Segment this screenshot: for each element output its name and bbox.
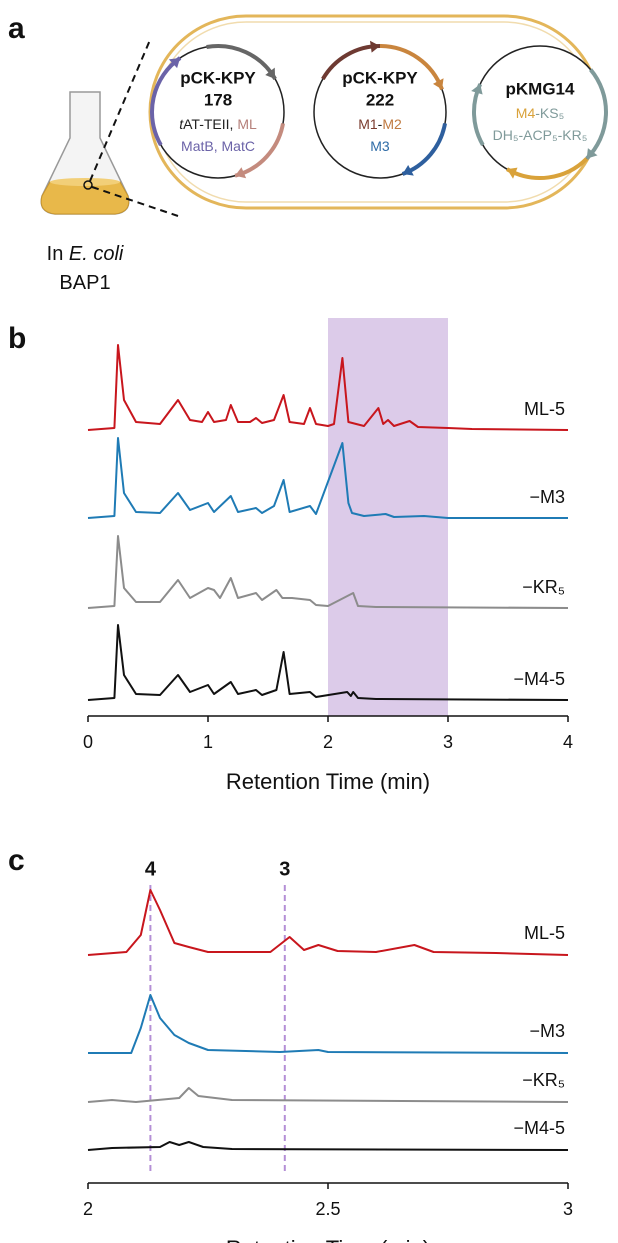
trace xyxy=(87,624,569,701)
legend-entry: −M4-5 xyxy=(513,1118,565,1138)
x-tick-label: 2.5 xyxy=(315,1199,340,1219)
x-tick-label: 1 xyxy=(203,732,213,752)
gene-list: M1-M2 xyxy=(358,116,402,132)
marker-label: 4 xyxy=(145,858,157,880)
legend-entry: ML-5 xyxy=(524,923,565,943)
gene-list: M4-KS₅ xyxy=(516,105,564,121)
arrow-head xyxy=(369,40,380,53)
gene-list: MatB, MatC xyxy=(181,138,255,154)
arrow-head xyxy=(168,57,181,69)
panel-label: c xyxy=(8,844,25,877)
text-part: M1 xyxy=(358,116,378,132)
trace xyxy=(87,535,569,609)
zoom-line xyxy=(91,186,179,217)
marker-label: 3 xyxy=(279,858,290,880)
text-part: t xyxy=(179,116,184,132)
plasmid-name: 178 xyxy=(204,90,232,109)
text-part: M2 xyxy=(382,116,402,132)
zoom-line xyxy=(89,39,151,182)
text-part: In xyxy=(47,243,69,265)
text-part: -KS₅ xyxy=(535,105,564,121)
gene-arc xyxy=(585,68,608,161)
panel-a xyxy=(40,14,602,217)
plasmid-name: pKMG14 xyxy=(506,79,576,98)
legend-entry: −M3 xyxy=(529,487,565,507)
x-tick-label: 3 xyxy=(443,732,453,752)
plasmid-name: pCK-KPY xyxy=(342,68,418,87)
text-part: AT-TEII, xyxy=(183,116,237,132)
gene-arc xyxy=(506,157,589,180)
x-tick-label: 2 xyxy=(83,1199,93,1219)
legend-entry: −KR₅ xyxy=(522,1070,565,1090)
legend-entry: −M3 xyxy=(529,1021,565,1041)
trace xyxy=(87,1141,569,1151)
legend-entry: ML-5 xyxy=(524,399,565,419)
arrow-head xyxy=(235,167,247,179)
gene-arc xyxy=(150,56,182,146)
text-part: - xyxy=(378,116,383,132)
host-strain: In E. coli xyxy=(47,243,124,265)
trace xyxy=(87,344,569,431)
x-tick-label: 0 xyxy=(83,732,93,752)
arrow-head xyxy=(402,164,414,176)
gene-list: tAT-TEII, ML xyxy=(179,116,257,132)
trace xyxy=(87,1087,569,1103)
text-part: DH₅-ACP₅-KR₅ xyxy=(493,127,588,143)
plasmid-name: pCK-KPY xyxy=(180,68,256,87)
text-part: BAP1 xyxy=(59,272,110,294)
gene-list: M3 xyxy=(370,138,390,154)
x-tick-label: 2 xyxy=(323,732,333,752)
x-tick-label: 4 xyxy=(563,732,573,752)
arrow-head xyxy=(471,84,483,95)
cell-zoom xyxy=(83,180,93,190)
arrow-head xyxy=(507,167,518,179)
gene-list: DH₅-ACP₅-KR₅ xyxy=(493,127,588,143)
arrow-head xyxy=(432,78,444,90)
host-strain: BAP1 xyxy=(59,272,110,294)
legend-entry: −M4-5 xyxy=(513,669,565,689)
trace xyxy=(87,889,569,956)
legend-entry: −KR₅ xyxy=(522,577,565,597)
x-axis-title: Retention Time (min) xyxy=(226,769,430,794)
x-axis-title: Retention Time (min) xyxy=(226,1236,430,1243)
x-tick-label: 3 xyxy=(563,1199,573,1219)
text-part: ML xyxy=(237,116,257,132)
trace xyxy=(87,437,568,519)
text-part: MatB, MatC xyxy=(181,138,255,154)
arrow-head xyxy=(265,67,276,79)
plasmid-name: 222 xyxy=(366,90,394,109)
panel-label: a xyxy=(8,12,25,45)
arrow-head xyxy=(586,148,598,159)
panel-label: b xyxy=(8,322,26,355)
text-part: M3 xyxy=(370,138,390,154)
text-part: M4 xyxy=(516,105,536,121)
trace xyxy=(88,994,569,1054)
text-part: E. coli xyxy=(69,243,124,265)
